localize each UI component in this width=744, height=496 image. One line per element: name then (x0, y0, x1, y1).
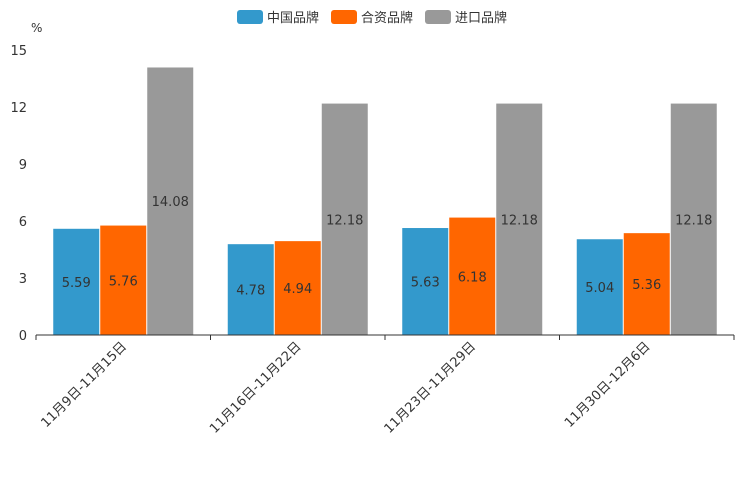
bar-0-0[interactable] (53, 228, 100, 335)
x-category-label: 11月30日-12月6日 (562, 339, 654, 431)
data-label: 5.76 (109, 274, 138, 289)
bar-2-1[interactable] (321, 103, 368, 335)
data-label: 5.36 (632, 278, 661, 293)
legend-label-china-brand: 中国品牌 (266, 11, 319, 26)
bar-2-3[interactable] (670, 103, 717, 335)
bar-1-3[interactable] (623, 233, 670, 335)
data-label: 5.04 (585, 281, 614, 296)
bar-1-2[interactable] (449, 217, 496, 335)
y-tick-label: 12 (10, 101, 27, 116)
y-tick-label: 0 (19, 329, 27, 344)
legend-item-joint-venture-brand[interactable]: 合资品牌 (330, 7, 413, 26)
legend-swatch-joint-venture-brand (330, 9, 357, 24)
legend-item-imported-brand[interactable]: 进口品牌 (425, 7, 507, 26)
bar-1-1[interactable] (274, 241, 321, 335)
data-label: 6.18 (458, 270, 487, 285)
legend-item-china-brand[interactable]: 中国品牌 (236, 7, 319, 26)
data-label: 4.78 (236, 284, 265, 299)
y-tick-label: 9 (19, 158, 27, 173)
data-label: 5.59 (62, 276, 91, 291)
y-tick-label: 15 (10, 44, 27, 59)
x-category-label: 11月9日-11月15日 (38, 339, 130, 431)
bar-0-3[interactable] (576, 239, 623, 335)
data-label: 5.63 (411, 276, 440, 291)
x-category-label: 11月23日-11月29日 (382, 339, 479, 436)
bar-0-1[interactable] (227, 244, 274, 335)
y-axis-unit: % (31, 21, 43, 35)
x-category-label: 11月16日-11月22日 (207, 339, 304, 436)
bar-2-2[interactable] (496, 103, 543, 335)
legend-swatch-china-brand (236, 9, 263, 24)
data-label: 12.18 (501, 213, 538, 228)
data-label: 14.08 (152, 195, 189, 210)
bar-2-0[interactable] (147, 67, 194, 335)
y-tick-label: 3 (19, 272, 27, 287)
bar-1-0[interactable] (100, 225, 147, 335)
chart-legend: 中国品牌 合资品牌 进口品牌 (0, 7, 744, 26)
data-label: 12.18 (675, 213, 712, 228)
legend-label-imported-brand: 进口品牌 (455, 11, 508, 26)
data-label: 4.94 (283, 282, 312, 297)
data-label: 12.18 (326, 213, 363, 228)
y-tick-label: 6 (19, 215, 27, 230)
legend-swatch-imported-brand (425, 9, 451, 24)
bar-0-2[interactable] (402, 228, 449, 335)
legend-label-joint-venture-brand: 合资品牌 (360, 11, 413, 26)
